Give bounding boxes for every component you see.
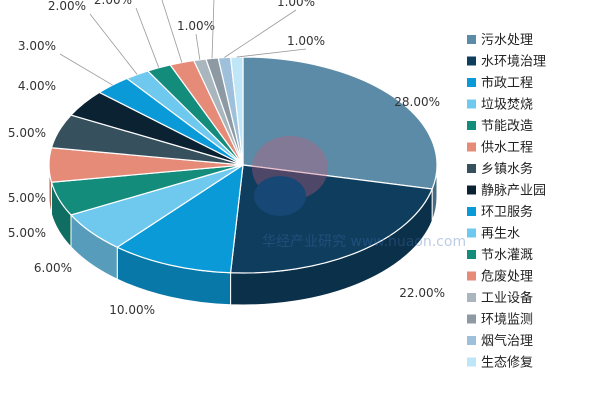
data-label-5: 5.00% <box>8 226 46 240</box>
legend-label-5: 节能改造 <box>481 119 533 134</box>
data-label-3: 10.00% <box>109 303 155 317</box>
legend-swatch-3 <box>467 78 476 87</box>
legend-item-10: 再生水 <box>467 227 520 242</box>
legend-label-16: 生态修复 <box>481 356 533 371</box>
legend-item-8: 静脉产业园 <box>467 184 546 199</box>
legend-swatch-11 <box>467 250 476 259</box>
data-labels: 28.00% 22.00% 10.00% 6.00% 5.00% 5.00% 5.00% 4.… <box>8 0 445 317</box>
legend-swatch-10 <box>467 228 476 238</box>
legend-item-5: 节能改造 <box>467 119 533 134</box>
data-label-4: 6.00% <box>34 261 72 275</box>
legend-swatch-5 <box>467 121 476 130</box>
leader-line-10 <box>89 13 138 75</box>
legend-item-4: 垃圾焚烧 <box>467 98 533 113</box>
leader-line-16 <box>236 48 307 58</box>
data-label-15: 1.00% <box>277 0 315 9</box>
legend-label-7: 乡镇水务 <box>481 161 533 177</box>
watermark-logo: 华经产业研究 www.huaon.com <box>252 136 466 250</box>
pie-slice-1 <box>242 56 438 190</box>
leader-line-14 <box>211 0 215 59</box>
data-label-9: 3.00% <box>18 39 56 53</box>
data-label-16: 1.00% <box>287 34 325 48</box>
legend-item-9: 环卫服务 <box>467 204 533 220</box>
legend-swatch-13 <box>467 293 476 302</box>
legend-label-12: 危废处理 <box>481 269 533 285</box>
legend-swatch-2 <box>467 56 476 66</box>
leader-line-9 <box>59 53 113 86</box>
data-label-13: 1.00% <box>177 19 215 33</box>
legend-item-12: 危废处理 <box>467 269 533 285</box>
legend-item-3: 市政工程 <box>467 75 533 91</box>
pie-slice-3 <box>116 163 244 274</box>
data-label-1: 28.00% <box>394 95 440 109</box>
pie-slice-2 <box>229 164 433 274</box>
legend-label-14: 环境监测 <box>481 313 533 328</box>
legend-swatch-4 <box>467 99 476 109</box>
pie-top <box>48 56 438 274</box>
legend-swatch-12 <box>467 271 476 281</box>
legend-item-14: 环境监测 <box>467 313 533 328</box>
legend-item-7: 乡镇水务 <box>467 161 533 177</box>
legend-label-11: 节水灌溉 <box>481 248 533 263</box>
legend-item-2: 水环境治理 <box>467 55 546 70</box>
legend-label-10: 再生水 <box>481 227 520 242</box>
legend-swatch-9 <box>467 207 476 216</box>
data-label-10: 2.00% <box>48 0 86 13</box>
legend-label-15: 烟气治理 <box>481 333 533 349</box>
leader-line-13 <box>195 33 201 60</box>
legend-swatch-7 <box>467 164 476 173</box>
data-label-2: 22.00% <box>399 286 445 300</box>
legend-swatch-14 <box>467 314 476 324</box>
legend-item-13: 工业设备 <box>467 290 533 306</box>
legend-label-8: 静脉产业园 <box>481 184 546 199</box>
legend-item-1: 污水处理 <box>467 33 533 48</box>
legend-swatch-1 <box>467 35 476 44</box>
legend-item-16: 生态修复 <box>467 356 533 371</box>
legend-swatch-16 <box>467 357 476 367</box>
legend-label-1: 污水处理 <box>481 33 533 48</box>
leader-line-12 <box>161 0 183 63</box>
legend-label-6: 供水工程 <box>481 141 533 156</box>
data-label-6: 5.00% <box>8 191 46 205</box>
legend-label-2: 水环境治理 <box>481 55 546 70</box>
legend-label-3: 市政工程 <box>481 75 533 91</box>
legend-swatch-15 <box>467 336 476 345</box>
legend-label-4: 垃圾焚烧 <box>481 98 533 113</box>
legend-item-6: 供水工程 <box>467 141 533 156</box>
pie-slice-16 <box>229 56 244 166</box>
legend-item-11: 节水灌溉 <box>467 248 533 263</box>
legend-item-15: 烟气治理 <box>467 333 533 349</box>
watermark-text: 华经产业研究 www.huaon.com <box>262 234 466 250</box>
legend-label-9: 环卫服务 <box>481 204 533 220</box>
legend-label-13: 工业设备 <box>481 290 533 306</box>
legend-swatch-8 <box>467 185 476 195</box>
legend-swatch-6 <box>467 142 476 152</box>
leader-line-11 <box>135 7 160 68</box>
data-label-8: 4.00% <box>18 79 56 93</box>
data-label-7: 5.00% <box>8 126 46 140</box>
leader-line-15 <box>224 9 297 58</box>
data-label-11: 2.00% <box>94 0 132 7</box>
